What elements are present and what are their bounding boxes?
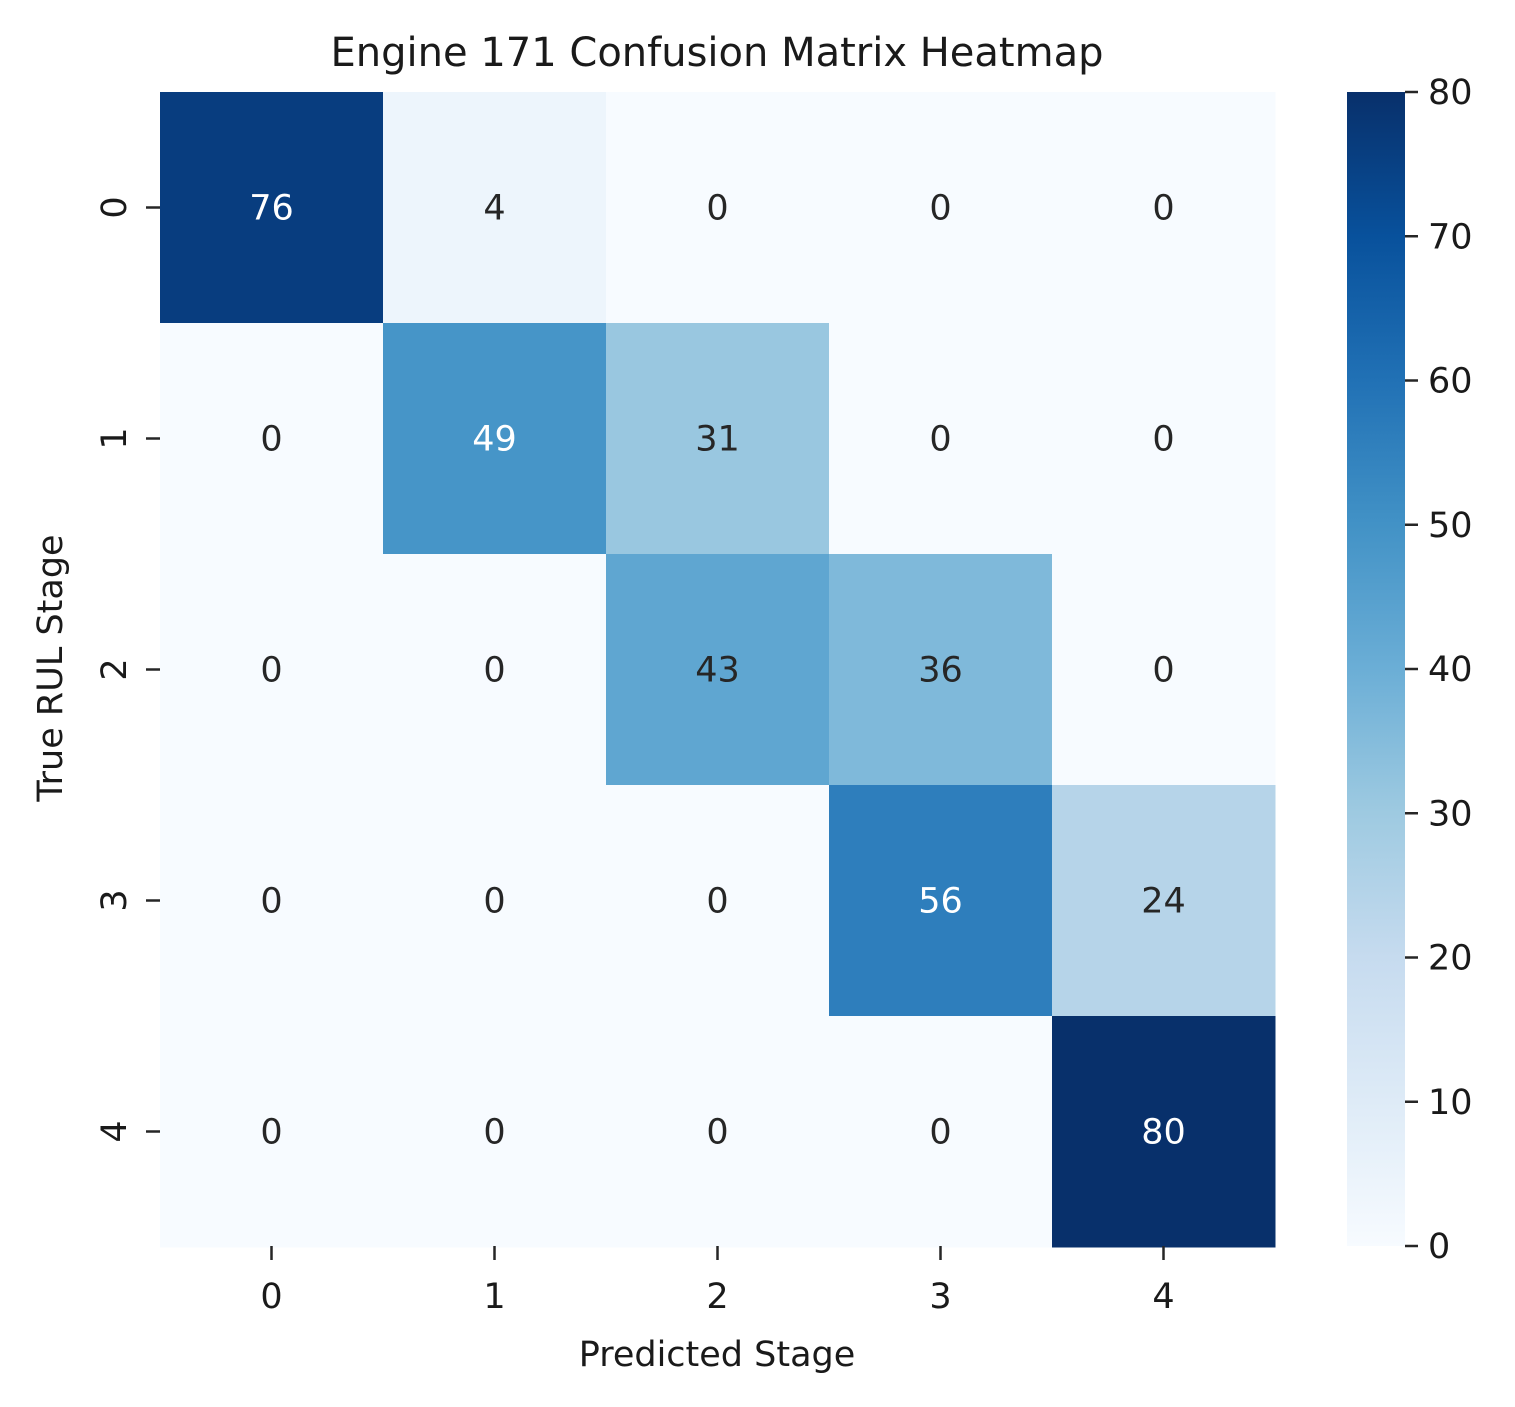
x-tick-label: 1 (483, 1277, 505, 1317)
x-axis-label: Predicted Stage (579, 1335, 856, 1375)
y-axis-ticks: 0 1 2 3 4 (95, 196, 160, 1143)
y-tick-label: 2 (95, 658, 135, 680)
heatmap-cell (829, 785, 1053, 1017)
cell-value-label: 0 (1152, 651, 1174, 691)
cell-value-label: 0 (1152, 189, 1174, 229)
colorbar (1347, 92, 1405, 1246)
heatmap-cells (160, 92, 1276, 1248)
cell-value-label: 76 (249, 189, 294, 229)
x-axis-ticks: 0 1 2 3 4 (260, 1246, 1175, 1317)
heatmap-cell (829, 92, 1053, 324)
colorbar-tick-label: 0 (1428, 1227, 1450, 1267)
heatmap-cell (160, 785, 384, 1017)
heatmap-cell (606, 554, 830, 786)
heatmap-cell (1052, 785, 1276, 1017)
cell-value-label: 0 (260, 1113, 282, 1153)
cell-value-label: 0 (1152, 420, 1174, 460)
heatmap-cell (1052, 554, 1276, 786)
cell-value-label: 0 (706, 189, 728, 229)
cell-value-label: 0 (929, 420, 951, 460)
heatmap-cell (383, 323, 607, 555)
y-axis-label: True RUL Stage (31, 534, 71, 802)
heatmap-cell (383, 554, 607, 786)
cell-value-label: 0 (483, 1113, 505, 1153)
heatmap-cell (1052, 323, 1276, 555)
heatmap-cell (160, 554, 384, 786)
cell-value-label: 0 (260, 651, 282, 691)
cell-value-label: 0 (483, 882, 505, 922)
cell-value-label: 36 (918, 651, 963, 691)
heatmap-cell (829, 1016, 1053, 1248)
cell-value-label: 0 (260, 882, 282, 922)
chart-title: Engine 171 Confusion Matrix Heatmap (331, 30, 1104, 76)
y-tick-label: 1 (95, 427, 135, 449)
cell-value-label: 0 (483, 651, 505, 691)
heatmap-cell (383, 785, 607, 1017)
heatmap-cell (606, 785, 830, 1017)
colorbar-tick-label: 40 (1428, 650, 1473, 690)
y-tick-label: 0 (95, 196, 135, 218)
colorbar-tick-label: 60 (1428, 362, 1473, 402)
cell-value-label: 0 (929, 189, 951, 229)
heatmap-cell (383, 1016, 607, 1248)
y-tick-label: 3 (95, 889, 135, 911)
heatmap-cell (829, 554, 1053, 786)
cell-value-label: 56 (918, 882, 963, 922)
x-tick-label: 0 (260, 1277, 282, 1317)
colorbar-tick-label: 70 (1428, 217, 1473, 257)
cell-value-label: 24 (1141, 882, 1186, 922)
x-tick-label: 3 (929, 1277, 951, 1317)
heatmap-cell (606, 1016, 830, 1248)
cell-value-label: 0 (706, 1113, 728, 1153)
colorbar-ticks: 0 10 20 30 40 50 60 70 80 (1405, 73, 1473, 1267)
cell-value-label: 43 (695, 651, 740, 691)
heatmap-cell-labels: 76 4 0 0 0 0 49 31 0 0 0 0 43 36 0 0 0 0 56 24 0 0 0 0 80 (249, 189, 1186, 1153)
colorbar-tick-label: 30 (1428, 794, 1473, 834)
colorbar-tick-label: 10 (1428, 1083, 1473, 1123)
heatmap-cell (606, 323, 830, 555)
heatmap-cell (383, 92, 607, 324)
x-tick-label: 4 (1152, 1277, 1174, 1317)
colorbar-tick-label: 20 (1428, 939, 1473, 979)
heatmap-cell (1052, 92, 1276, 324)
cell-value-label: 31 (695, 420, 740, 460)
y-tick-label: 4 (95, 1120, 135, 1142)
heatmap-cell (160, 323, 384, 555)
heatmap-cell (160, 1016, 384, 1248)
cell-value-label: 80 (1141, 1113, 1186, 1153)
cell-value-label: 49 (472, 420, 517, 460)
cell-value-label: 0 (706, 882, 728, 922)
heatmap-cell (829, 323, 1053, 555)
colorbar-tick-label: 50 (1428, 506, 1473, 546)
cell-value-label: 4 (483, 189, 505, 229)
heatmap-cell (160, 92, 384, 324)
x-tick-label: 2 (706, 1277, 728, 1317)
cell-value-label: 0 (260, 420, 282, 460)
colorbar-tick-label: 80 (1428, 73, 1473, 113)
heatmap-cell (1052, 1016, 1276, 1248)
cell-value-label: 0 (929, 1113, 951, 1153)
heatmap-cell (606, 92, 830, 324)
